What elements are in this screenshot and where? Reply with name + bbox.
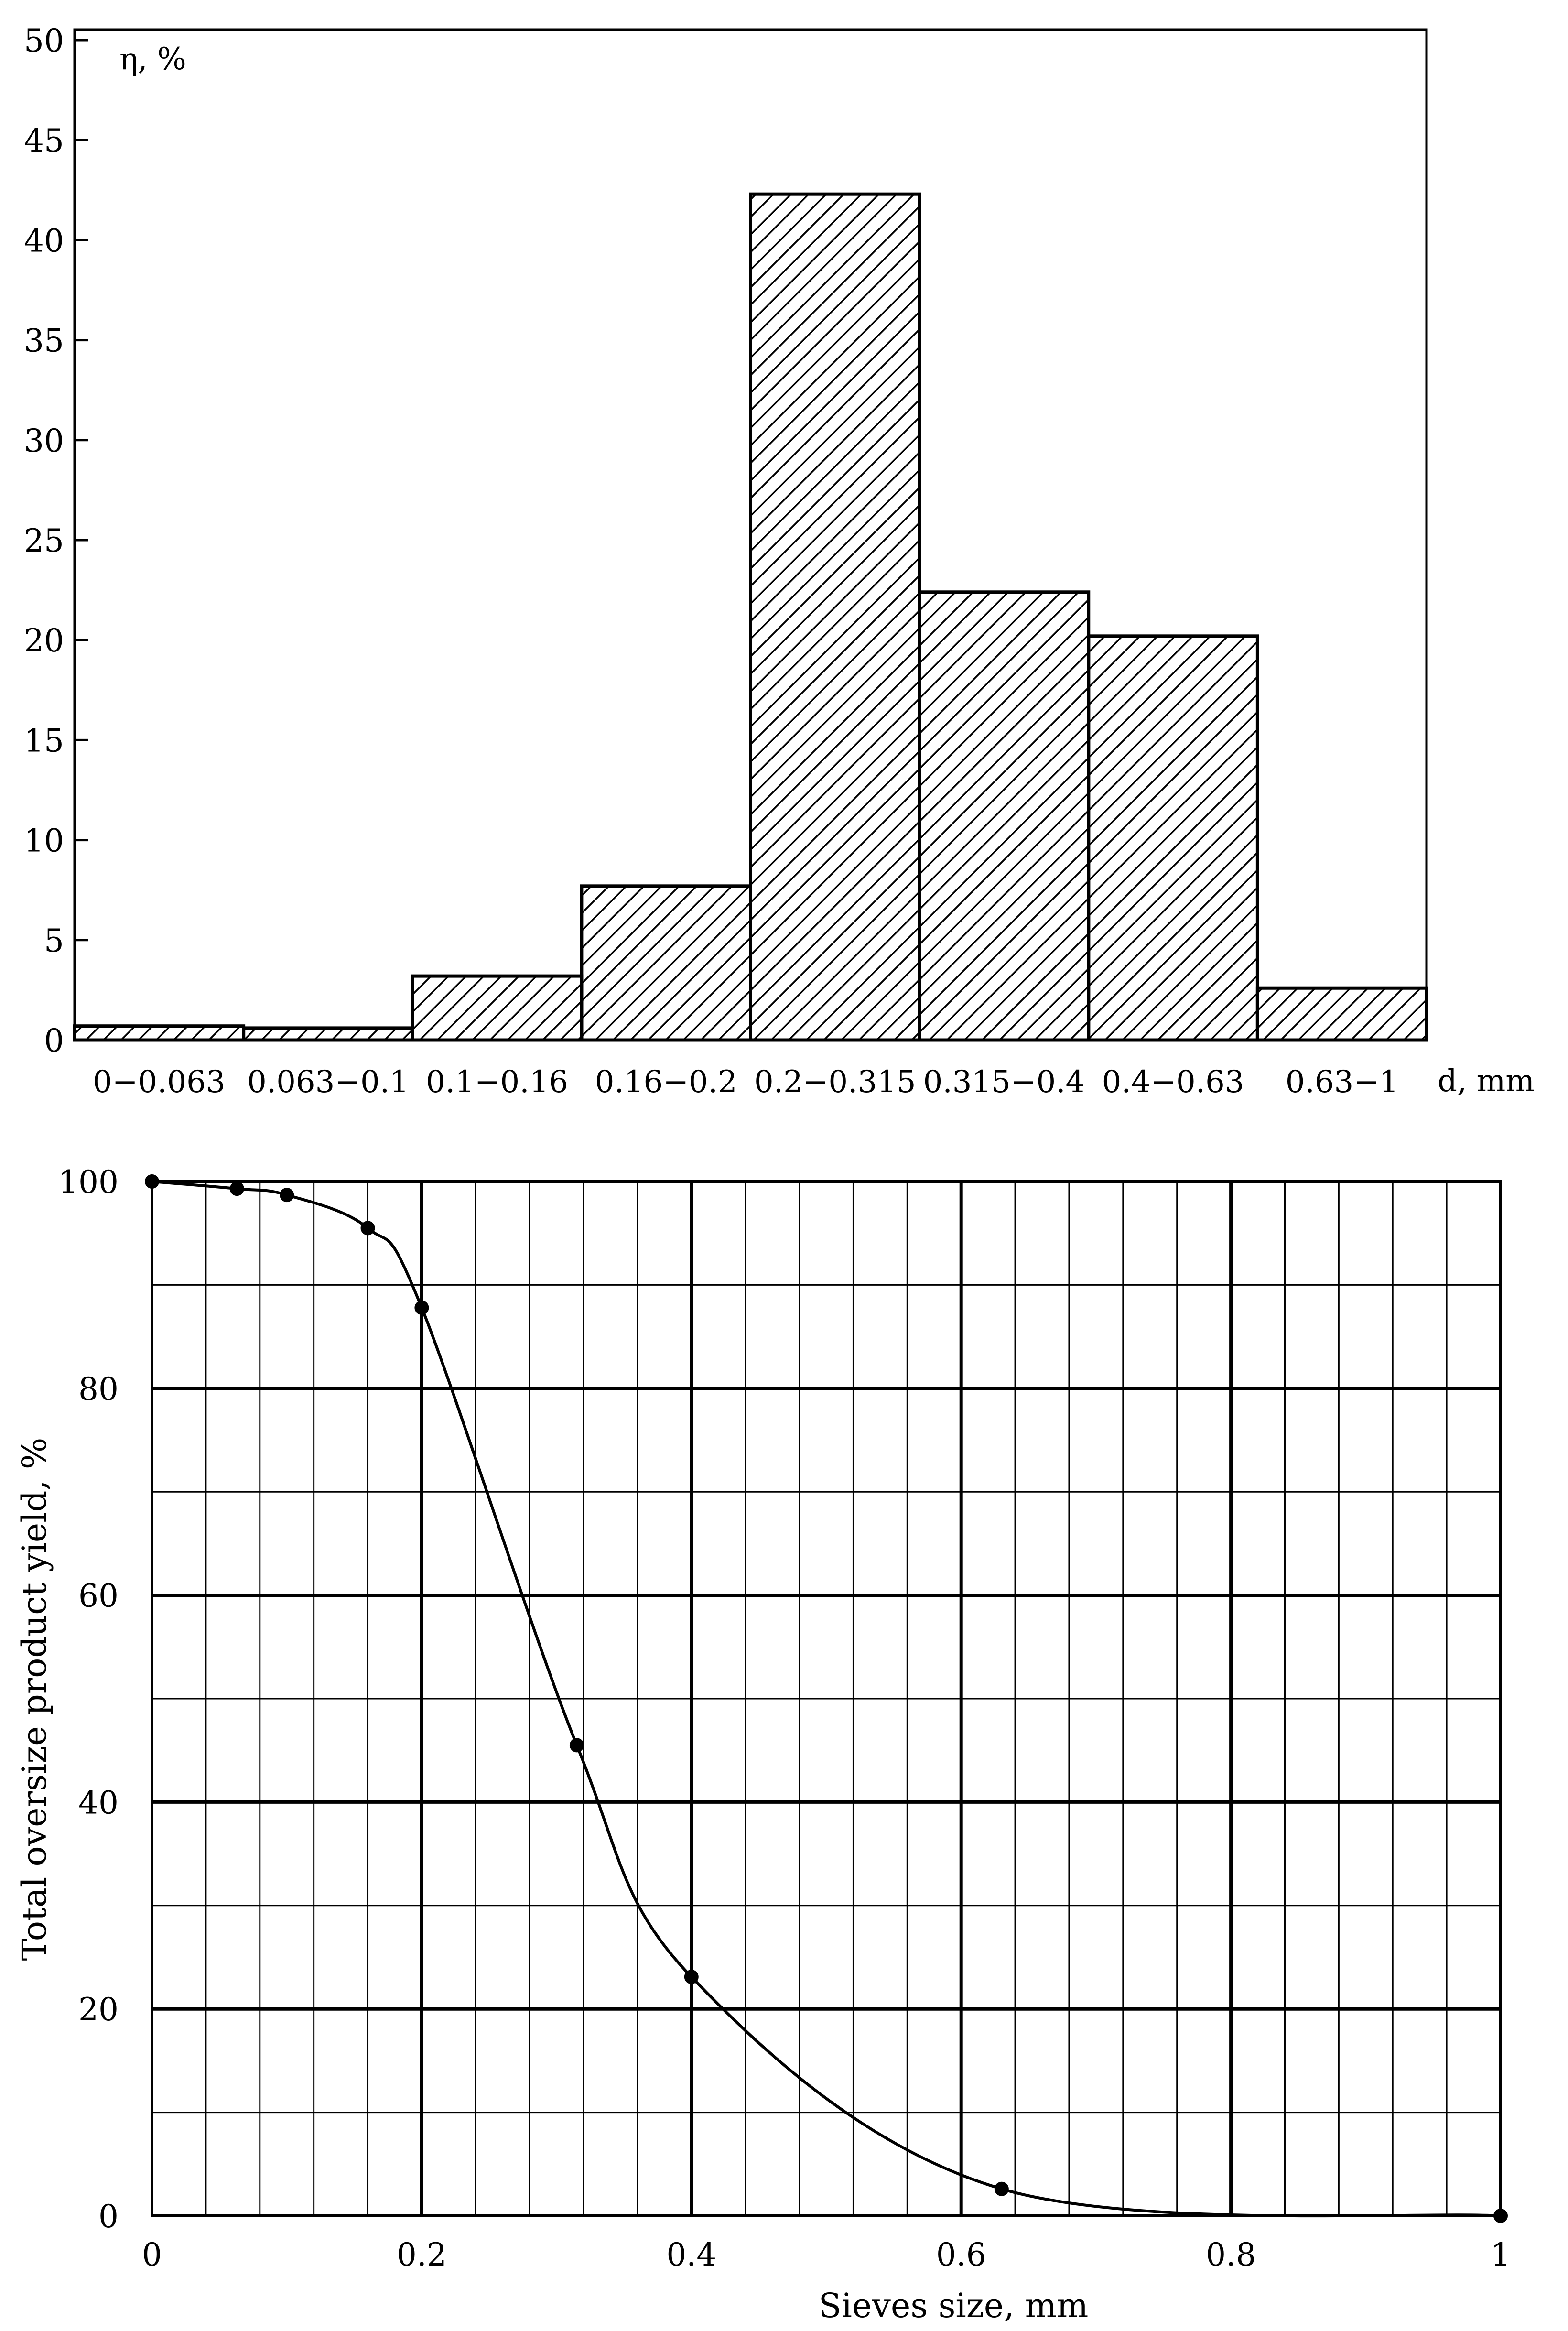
- curve-y-tick-label: 100: [58, 1164, 119, 1201]
- histogram-category-label: 0.16−0.2: [595, 1064, 737, 1100]
- histogram-y-tick-label: 15: [24, 722, 64, 759]
- histogram-category-label: 0.4−0.63: [1102, 1064, 1244, 1100]
- curve-y-tick-label: 80: [78, 1371, 119, 1408]
- curve-plot-frame: [151, 1180, 1502, 2217]
- histogram-bar: [1087, 634, 1259, 1042]
- histogram-category-label: 0.1−0.16: [426, 1064, 568, 1100]
- curve-data-point: [145, 1174, 159, 1189]
- curve-series-line: [151, 1180, 1501, 2218]
- curve-x-tick-label: 0.8: [1206, 2236, 1256, 2273]
- histogram-bar: [580, 884, 752, 1042]
- histogram-y-tick-label: 25: [24, 522, 64, 559]
- histogram-y-tick-label: 20: [24, 622, 64, 659]
- histogram-category-label: 0.2−0.315: [754, 1064, 916, 1100]
- cumulative-curve-chart: 0 0.2 0.4 0.6 0.8 1 0 20 40 60 80 100 Sieves size, …: [15, 1164, 1511, 2325]
- curve-y-tick-label: 0: [98, 2198, 119, 2235]
- curve-x-tick-label: 1: [1491, 2236, 1511, 2273]
- curve-y-tick-label: 40: [78, 1784, 119, 1821]
- curve-data-point: [360, 1221, 375, 1236]
- histogram-y-tick-label: 10: [24, 823, 64, 859]
- curve-x-tick-label: 0.2: [397, 2236, 447, 2273]
- curve-data-point: [994, 2181, 1009, 2196]
- histogram-y-tick-label: 50: [24, 22, 64, 59]
- histogram-y-axis-label: η, %: [119, 42, 186, 77]
- curve-y-axis-label: Total oversize product yield, %: [15, 1438, 54, 1961]
- histogram-category-label: 0.063−0.1: [247, 1064, 409, 1100]
- curve-x-tick-label: 0.4: [666, 2236, 716, 2273]
- curve-data-point: [684, 1970, 699, 1984]
- histogram-bar: [411, 974, 584, 1042]
- curve-x-axis-label: Sieves size, mm: [819, 2286, 1089, 2325]
- curve-data-point: [569, 1738, 584, 1753]
- histogram-y-tick-label: 5: [44, 922, 64, 959]
- histogram-bar: [749, 192, 921, 1042]
- histogram-y-tick-label: 45: [24, 122, 64, 159]
- curve-data-point: [229, 1182, 244, 1196]
- histogram-bar: [242, 1026, 414, 1042]
- curve-y-tick-label: 60: [78, 1578, 119, 1615]
- histogram-y-tick-label: 35: [24, 323, 64, 359]
- histogram-y-tick-label: 0: [44, 1022, 64, 1059]
- histogram-bar: [1255, 986, 1428, 1042]
- histogram-bar: [73, 1024, 246, 1042]
- histogram-y-tick-label: 30: [24, 423, 64, 459]
- curve-data-point: [414, 1301, 429, 1315]
- histogram-y-tick-label: 40: [24, 222, 64, 259]
- curve-x-tick-label: 0: [142, 2236, 162, 2273]
- curve-data-point: [1493, 2209, 1508, 2223]
- histogram-category-label: 0.63−1: [1286, 1064, 1399, 1100]
- histogram-x-axis-label: d, mm: [1438, 1063, 1535, 1099]
- histogram-bar: [918, 590, 1091, 1042]
- histogram-chart: 0 5 10 15 20 25 30 35 40 45 50 0−0.063 0.063−0.1 0.1…: [24, 22, 1535, 1100]
- curve-y-tick-label: 20: [78, 1991, 119, 2028]
- histogram-category-label: 0.315−0.4: [923, 1064, 1085, 1100]
- curve-data-point: [280, 1188, 294, 1203]
- histogram-category-label: 0−0.063: [93, 1064, 226, 1100]
- curve-x-tick-label: 0.6: [936, 2236, 986, 2273]
